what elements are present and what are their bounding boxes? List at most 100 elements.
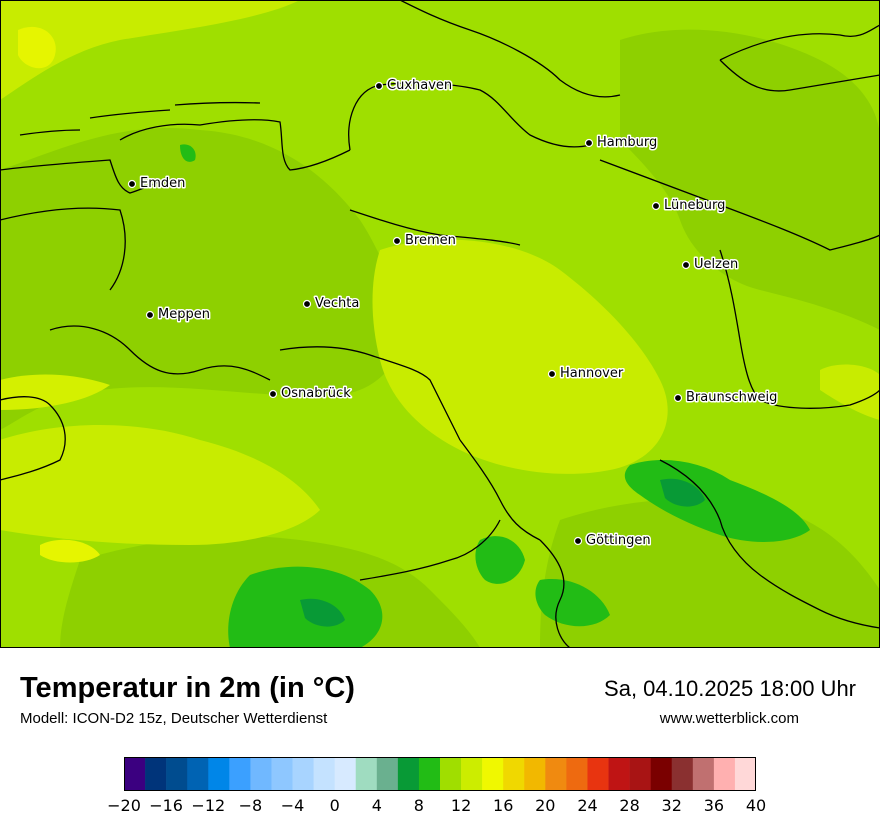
city-marker [145, 310, 155, 320]
color-scale-outline [124, 757, 756, 791]
color-swatch [355, 757, 378, 791]
temperature-zone-cool-spot [180, 144, 196, 162]
color-scale-tick-label: −20 [107, 796, 141, 815]
color-scale-tick-label: −4 [281, 796, 305, 815]
city-label: Meppen [158, 307, 210, 322]
city-label: Bremen [405, 233, 456, 248]
color-swatch [250, 757, 272, 791]
temperature-zone-warm-west [0, 374, 110, 410]
temperature-zone-warm-southwest [0, 425, 320, 545]
temperature-map: Cuxhaven Hamburg Emden Lüneburg Bremen U… [0, 0, 880, 648]
temperature-zone-cool-northeast [620, 29, 880, 330]
color-swatch [734, 757, 756, 791]
city-hannover: Hannover [547, 365, 625, 383]
color-scale-tick-label: 8 [414, 796, 424, 815]
color-scale-tick-label: 40 [746, 796, 766, 815]
city-label: Uelzen [694, 257, 738, 272]
color-swatch [271, 757, 293, 791]
city-label: Osnabrück [281, 386, 351, 401]
city-label: Braunschweig [686, 390, 777, 405]
color-scale-ticks: −20 −16 −12 −8 −4 0 4 8 12 16 20 24 28 32 36 40 [107, 796, 766, 815]
color-scale-tick-label: 4 [372, 796, 382, 815]
city-marker [573, 536, 583, 546]
color-swatch [461, 757, 483, 791]
color-swatch [292, 757, 314, 791]
color-scale-tick-label: 28 [619, 796, 639, 815]
color-swatch [608, 757, 630, 791]
city-marker [651, 201, 661, 211]
color-swatch [397, 757, 420, 791]
temperature-zone-warm-coast [0, 0, 300, 100]
coastline-layer [0, 0, 880, 648]
temperature-zone-warm-spot-c [820, 364, 880, 420]
color-swatch [440, 757, 462, 791]
color-scale-tick-label: −12 [191, 796, 225, 815]
color-swatch [166, 757, 188, 791]
city-label: Hannover [560, 366, 624, 381]
map-title: Temperatur in 2m (in °C) [20, 672, 355, 704]
color-swatch [145, 757, 167, 791]
color-swatch [229, 757, 251, 791]
city-label: Vechta [315, 296, 359, 311]
color-swatch [418, 757, 441, 791]
color-scale-tick-label: −16 [149, 796, 183, 815]
city-marker [302, 299, 312, 309]
website-url: www.wetterblick.com [659, 710, 799, 727]
color-swatch [629, 757, 651, 791]
color-scale-bar [124, 757, 756, 791]
color-scale-swatches [124, 757, 756, 791]
forecast-datetime: Sa, 04.10.2025 18:00 Uhr [604, 676, 856, 701]
city-label: Hamburg [597, 135, 657, 150]
color-swatch [124, 757, 146, 791]
city-label: Lüneburg [664, 198, 725, 213]
city-vechta: Vechta [302, 295, 361, 313]
color-swatch [503, 757, 525, 791]
temperature-zone-coolest-harz-core [660, 478, 705, 507]
city-label: Göttingen [586, 533, 651, 548]
city-emden: Emden [127, 175, 187, 193]
city-goettingen: Göttingen [573, 532, 652, 550]
color-swatch [692, 757, 715, 791]
color-swatch [566, 757, 588, 791]
color-swatch [208, 757, 230, 791]
color-scale-tick-label: −8 [239, 796, 263, 815]
city-marker [268, 389, 278, 399]
color-scale-tick-label: 36 [704, 796, 724, 815]
city-braunschweig: Braunschweig [673, 389, 779, 407]
temperature-zone-cool-northwest [0, 128, 410, 430]
color-scale-tick-label: 20 [535, 796, 555, 815]
city-hamburg: Hamburg [584, 134, 659, 152]
color-swatch [187, 757, 209, 791]
city-marker [374, 81, 384, 91]
color-swatch [376, 757, 399, 791]
city-osnabrueck: Osnabrück [268, 385, 353, 403]
temperature-zone-coolest-south-core [300, 598, 345, 627]
color-swatch [524, 757, 546, 791]
color-swatch [713, 757, 736, 791]
city-label: Emden [140, 176, 185, 191]
city-uelzen: Uelzen [681, 256, 740, 274]
color-scale-tick-label: 16 [493, 796, 513, 815]
city-marker [673, 393, 683, 403]
color-scale-tick-label: 0 [330, 796, 340, 815]
color-swatch [671, 757, 694, 791]
temperature-zone-warm-spot-b [40, 539, 100, 563]
city-lueneburg: Lüneburg [651, 197, 727, 215]
temperature-zone-coolest-south-east [535, 579, 610, 627]
city-cuxhaven: Cuxhaven [374, 77, 454, 95]
temperature-zone-coolest-south-center [475, 536, 525, 584]
color-scale-tick-label: 12 [451, 796, 471, 815]
city-marker [547, 369, 557, 379]
city-meppen: Meppen [145, 306, 211, 324]
color-swatch [313, 757, 335, 791]
temperature-zone-warm-spot-a [18, 26, 56, 69]
color-swatch [545, 757, 567, 791]
color-swatch [482, 757, 504, 791]
city-bremen: Bremen [392, 232, 457, 250]
color-swatch [650, 757, 673, 791]
temperature-zone-warm-center [372, 239, 668, 474]
color-swatch [587, 757, 609, 791]
city-marker [681, 260, 691, 270]
city-label: Cuxhaven [387, 78, 452, 93]
city-marker [127, 179, 137, 189]
